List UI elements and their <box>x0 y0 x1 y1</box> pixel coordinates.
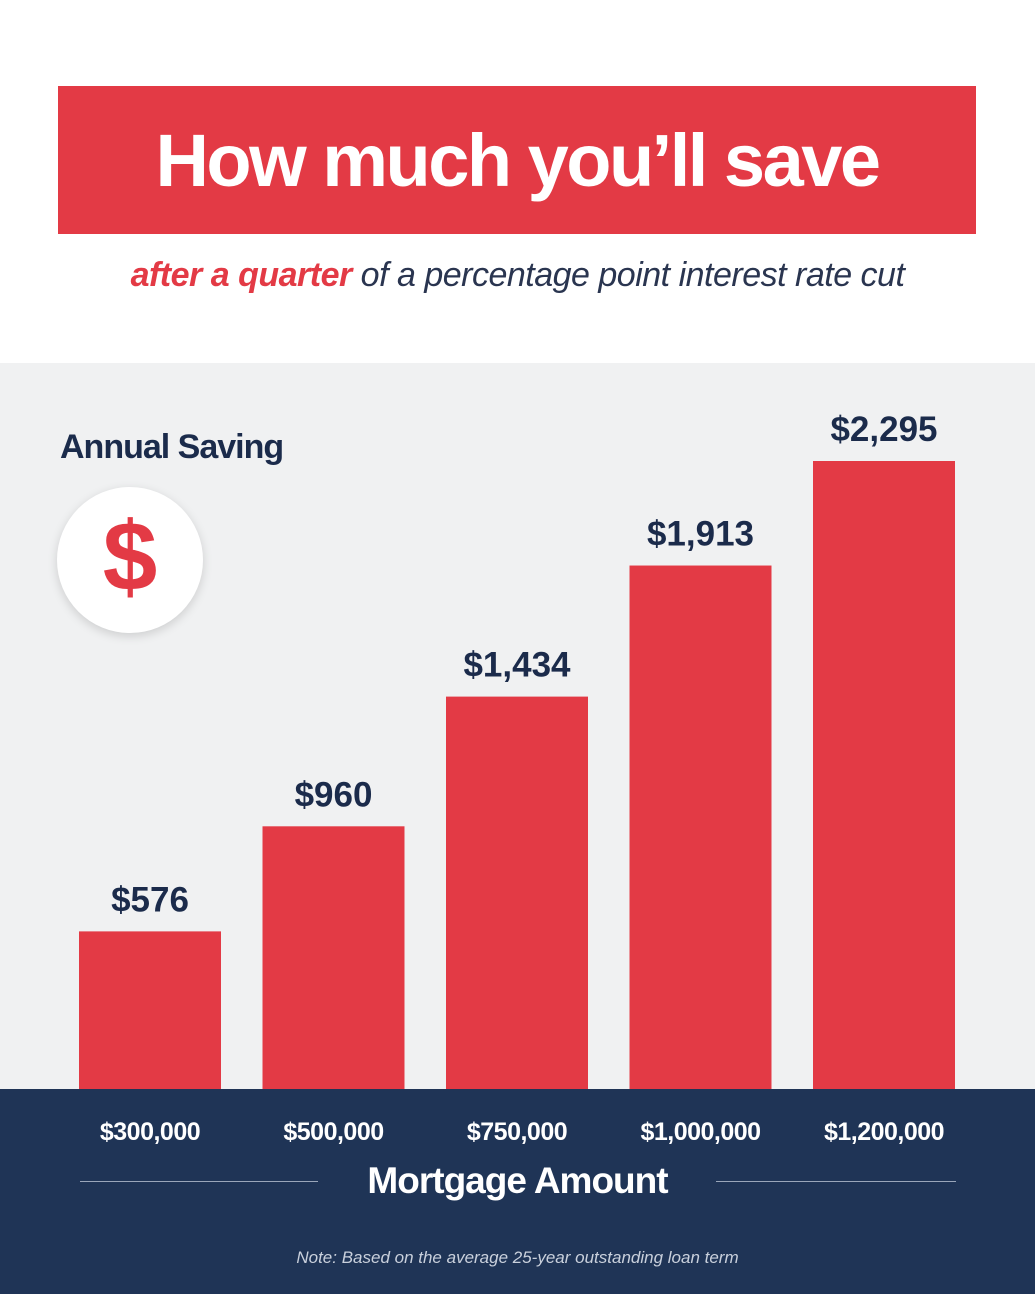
x-axis-band <box>0 1089 1035 1294</box>
x-title-rule-left <box>80 1181 318 1182</box>
subtitle-emphasis: after a quarter <box>130 256 353 294</box>
x-tick-label-4: $1,200,000 <box>823 1118 945 1146</box>
bar-4 <box>813 461 955 1089</box>
bar-3 <box>629 565 772 1089</box>
bar-value-label-4: $2,295 <box>830 410 937 449</box>
x-tick-label-3: $1,000,000 <box>640 1118 761 1146</box>
x-tick-label-1: $500,000 <box>283 1118 384 1146</box>
x-tick-label-2: $750,000 <box>466 1118 568 1146</box>
x-title-rule-right <box>716 1181 956 1182</box>
bar-value-label-1: $960 <box>295 775 373 814</box>
title-banner: How much you’ll save <box>58 86 976 234</box>
bar-value-label-3: $1,913 <box>647 515 754 554</box>
subtitle: after a quarter of a percentage point in… <box>0 256 1035 295</box>
footnote: Note: Based on the average 25-year outst… <box>296 1248 739 1267</box>
dollar-glyph: $ <box>103 501 158 611</box>
bar-value-label-2: $1,434 <box>463 646 571 685</box>
bar-0 <box>79 931 221 1089</box>
x-axis-title: Mortgage Amount <box>367 1160 668 1201</box>
y-axis-title: Annual Saving <box>60 428 284 466</box>
x-tick-label-0: $300,000 <box>99 1118 201 1146</box>
bar-1 <box>262 826 405 1089</box>
dollar-icon: $ <box>103 501 158 611</box>
subtitle-rest: of a percentage point interest rate cut <box>351 256 905 294</box>
bar-2 <box>446 696 588 1089</box>
page-title: How much you’ll save <box>155 118 881 202</box>
bar-value-label-0: $576 <box>111 880 189 919</box>
dollar-badge: $ <box>57 487 203 633</box>
